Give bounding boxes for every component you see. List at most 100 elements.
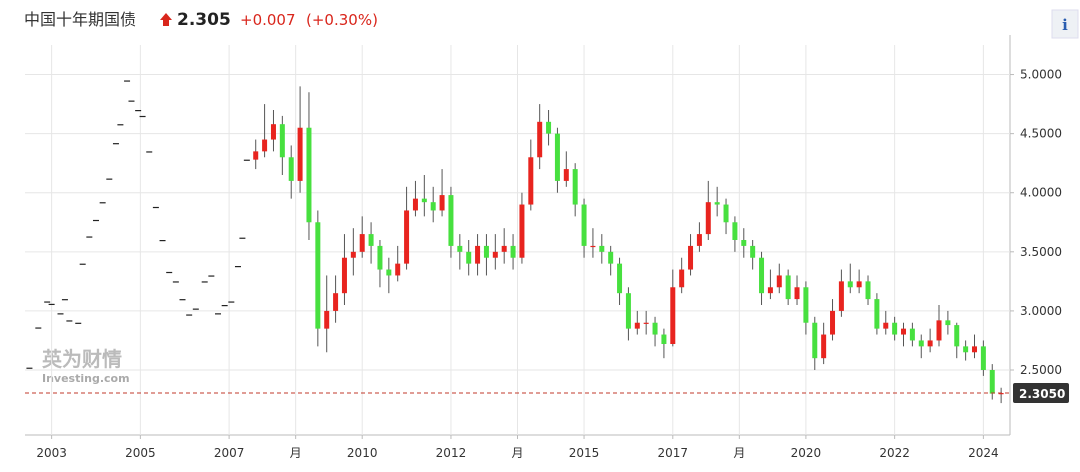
candle-body [794, 287, 800, 300]
candle-body [48, 303, 55, 306]
candle-body [288, 157, 294, 181]
candle-body [945, 320, 951, 326]
candle-body [723, 204, 729, 223]
candle-body [927, 340, 933, 347]
y-tick-label: 4.0000 [1020, 186, 1062, 200]
candle-body [135, 110, 142, 112]
candle-body [92, 219, 99, 222]
candle-body [341, 257, 347, 294]
candle-body [377, 245, 383, 270]
candle-body [306, 127, 312, 223]
candle-body [106, 178, 113, 180]
candle-body [166, 271, 173, 274]
y-tick-label: 3.0000 [1020, 304, 1062, 318]
candle-body [35, 327, 42, 329]
candle-body [892, 322, 898, 335]
candle-body [243, 159, 250, 161]
candle-body [599, 245, 605, 252]
candle-body [448, 195, 454, 246]
candle-body [608, 251, 614, 264]
candle-body [883, 322, 889, 329]
candle-body [279, 124, 285, 158]
x-tick-label: 月 [511, 446, 523, 460]
candle-body [79, 263, 86, 265]
x-tick-label: 2003 [36, 446, 67, 460]
candle-body [457, 245, 463, 252]
candle-body [989, 370, 995, 394]
candle-body [262, 139, 268, 152]
current-price-box [1013, 383, 1069, 404]
candle-body [26, 367, 33, 369]
chart-title: 中国十年期国债 [24, 10, 136, 29]
candle-body [554, 133, 560, 181]
candle-body [812, 322, 818, 359]
candle-body [980, 346, 986, 370]
last-price: 2.305 [177, 10, 231, 30]
x-tick-label: 2022 [879, 446, 910, 460]
candle-body [86, 236, 93, 238]
candle-body [228, 301, 235, 303]
candle-body [830, 310, 836, 335]
candle-body [44, 301, 51, 303]
candle-body [192, 308, 199, 310]
candle-body [954, 325, 960, 347]
candle-body [350, 251, 356, 258]
candle-body [617, 263, 623, 294]
x-tick-label: 月 [290, 446, 302, 460]
info-button[interactable] [1051, 9, 1079, 39]
candle-body [838, 281, 844, 311]
x-tick-label: 2005 [125, 446, 156, 460]
watermark-brand: 英为财情 [42, 347, 122, 371]
candle-body [172, 281, 179, 283]
candle-body [909, 328, 915, 341]
candle-body [847, 281, 853, 288]
candle-body [563, 169, 569, 181]
x-tick-label: 2007 [214, 446, 245, 460]
watermark-site: Investing.com [42, 372, 130, 385]
candle-body [430, 202, 436, 211]
candle-body [492, 251, 498, 258]
candle-body [368, 234, 374, 246]
candle-body [581, 204, 587, 246]
price-change-pct: (+0.30%) [306, 11, 378, 29]
candle-body [670, 287, 676, 344]
candle-body [297, 127, 303, 181]
info-icon[interactable]: i [1062, 16, 1068, 34]
candle-body [234, 266, 241, 268]
candle-body [519, 204, 525, 258]
candle-body [146, 151, 153, 153]
x-tick-label: 2012 [436, 446, 467, 460]
x-tick-label: 2010 [347, 446, 378, 460]
candle-body [537, 121, 543, 158]
candle-body [112, 143, 119, 145]
price-change: +0.007 [240, 11, 296, 29]
y-tick-label: 4.5000 [1020, 127, 1062, 141]
candle-body [661, 334, 667, 344]
candle-body [124, 80, 131, 82]
candle-body [634, 322, 640, 329]
candle-body [732, 222, 738, 240]
candle-body [159, 240, 166, 242]
candle-body [75, 322, 82, 324]
y-tick-label: 5.0000 [1020, 68, 1062, 82]
candle-body [333, 293, 339, 311]
candle-body [936, 320, 942, 341]
candle-body [483, 245, 489, 258]
candle-body [239, 237, 246, 239]
candle-body [421, 198, 427, 203]
candle-body [767, 287, 773, 294]
candle-body [705, 202, 711, 235]
candle-body [128, 100, 135, 102]
candle-body [386, 269, 392, 276]
candle-body [510, 245, 516, 258]
candle-body [901, 328, 907, 335]
candle-body [821, 334, 827, 359]
candle-body [998, 393, 1004, 395]
candle-body [404, 210, 410, 264]
y-tick-label: 2.5000 [1020, 363, 1062, 377]
candle-body [865, 281, 871, 300]
candle-body [688, 245, 694, 270]
candle-body [66, 320, 73, 322]
candle-body [439, 195, 445, 211]
